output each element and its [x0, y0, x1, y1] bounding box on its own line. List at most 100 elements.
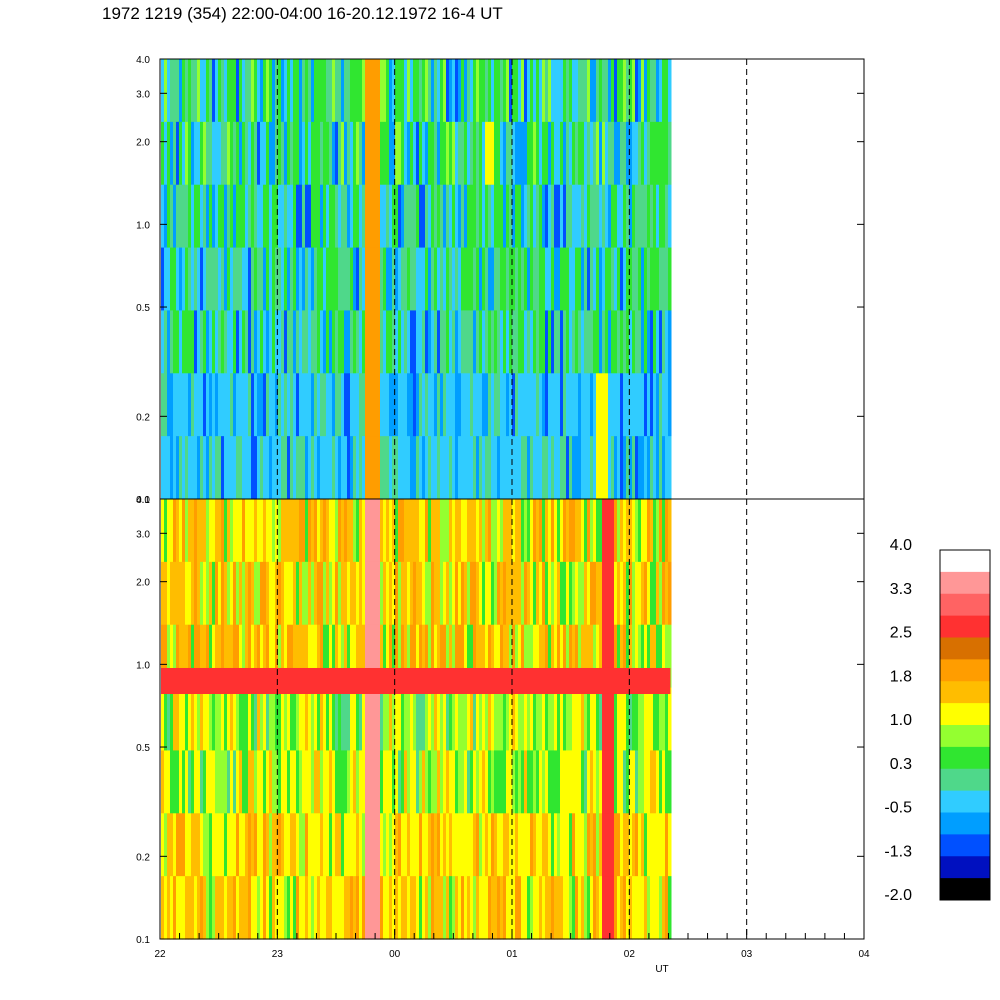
heatmap-cell — [200, 561, 204, 626]
heatmap-cell — [398, 184, 402, 249]
heatmap-cell — [428, 813, 432, 877]
heatmap-cell — [266, 624, 270, 689]
heatmap-cell — [257, 750, 261, 814]
heatmap-cell — [230, 184, 234, 249]
heatmap-cell — [581, 373, 585, 437]
heatmap-cell — [260, 687, 264, 752]
heatmap-cell — [590, 247, 594, 312]
heatmap-cell — [632, 184, 636, 249]
heatmap-cell — [602, 750, 606, 814]
heatmap-cell — [455, 184, 459, 249]
heatmap-cell — [230, 687, 234, 752]
heatmap-cell — [194, 247, 198, 312]
heatmap-cell — [593, 750, 597, 814]
heatmap-cell — [209, 310, 213, 374]
heatmap-cell — [662, 373, 666, 437]
heatmap-cell — [515, 59, 519, 123]
heatmap-cell — [479, 561, 483, 626]
heatmap-cell — [593, 436, 597, 500]
heatmap-cell — [425, 184, 429, 249]
heatmap-cell — [290, 247, 294, 312]
heatmap-cell — [350, 373, 354, 437]
heatmap-cell — [647, 499, 651, 563]
heatmap-cell — [599, 876, 603, 940]
heatmap-cell — [548, 876, 552, 940]
heatmap-cell — [656, 750, 660, 814]
heatmap-cell — [329, 750, 333, 814]
heatmap-cell — [353, 561, 357, 626]
heatmap-cell — [206, 624, 210, 689]
heatmap-cell — [260, 561, 264, 626]
heatmap-cell — [578, 121, 582, 186]
heatmap-cell — [287, 373, 291, 437]
heatmap-cell — [320, 624, 324, 689]
heatmap-cell — [323, 624, 327, 689]
heatmap-cell — [569, 876, 573, 940]
heatmap-cell — [266, 750, 270, 814]
heatmap-cell — [632, 624, 636, 689]
heatmap-cell — [581, 184, 585, 249]
heatmap-cell — [266, 499, 270, 563]
heatmap-cell — [599, 184, 603, 249]
heatmap-cell — [653, 876, 657, 940]
heatmap-cell — [257, 184, 261, 249]
heatmap-cell — [518, 624, 522, 689]
heatmap-cell — [185, 561, 189, 626]
heatmap-cell — [470, 59, 474, 123]
heatmap-cell — [356, 624, 360, 689]
heatmap-cell — [485, 436, 489, 500]
heatmap-cell — [344, 310, 348, 374]
heatmap-cell — [404, 687, 408, 752]
heatmap-cell — [542, 750, 546, 814]
heatmap-cell — [557, 624, 561, 689]
heatmap-cell — [377, 876, 381, 940]
heatmap-cell — [254, 876, 258, 940]
heatmap-cell — [578, 561, 582, 626]
heatmap-cell — [569, 561, 573, 626]
heatmap-cell — [548, 247, 552, 312]
heatmap-cell — [458, 121, 462, 186]
heatmap-cell — [242, 876, 246, 940]
heatmap-cell — [182, 121, 186, 186]
heatmap-cell — [506, 184, 510, 249]
heatmap-cell — [530, 184, 534, 249]
heatmap-cell — [308, 561, 312, 626]
heatmap-cell — [194, 561, 198, 626]
heatmap-cell — [410, 59, 414, 123]
heatmap-cell — [224, 310, 228, 374]
heatmap-cell — [635, 436, 639, 500]
heatmap-cell — [170, 121, 174, 186]
heatmap-cell — [287, 561, 291, 626]
heatmap-cell — [440, 310, 444, 374]
heatmap-cell — [389, 876, 393, 940]
colorbar-label: -0.5 — [884, 800, 912, 817]
heatmap-cell — [305, 499, 309, 563]
heatmap-cell — [602, 876, 606, 940]
heatmap-cell — [284, 561, 288, 626]
colorbar-segment — [940, 812, 990, 835]
heatmap-cell — [413, 876, 417, 940]
heatmap-cell — [551, 247, 555, 312]
heatmap-cell — [560, 184, 564, 249]
heatmap-cell — [383, 876, 387, 940]
heatmap-cell — [491, 624, 495, 689]
heatmap-cell — [290, 561, 294, 626]
heatmap-cell — [662, 247, 666, 312]
heatmap-cell — [356, 687, 360, 752]
heatmap-cell — [227, 247, 231, 312]
heatmap-cell — [350, 59, 354, 123]
heatmap-cell — [395, 876, 399, 940]
heatmap-cell — [302, 247, 306, 312]
heatmap-cell — [290, 373, 294, 437]
heatmap-cell — [494, 876, 498, 940]
heatmap-cell — [413, 310, 417, 374]
heatmap-cell — [254, 436, 258, 500]
heatmap-cell — [206, 373, 210, 437]
heatmap-cell — [167, 247, 171, 312]
heatmap-cell — [653, 687, 657, 752]
heatmap-cell — [317, 310, 321, 374]
heatmap-cell — [449, 876, 453, 940]
heatmap-cell — [617, 561, 621, 626]
heatmap-cell — [278, 121, 282, 186]
heatmap-cell — [191, 373, 195, 437]
